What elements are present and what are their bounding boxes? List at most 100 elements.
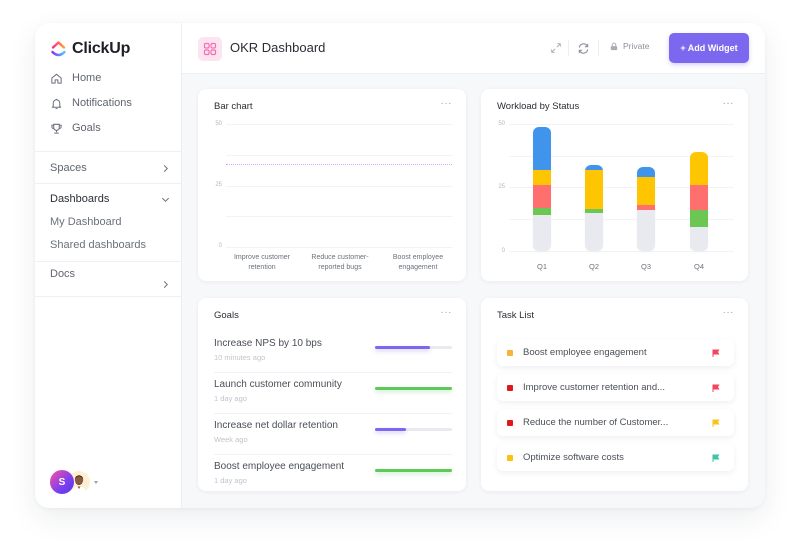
expand-button[interactable] bbox=[549, 41, 563, 55]
grid-line bbox=[509, 187, 734, 188]
refresh-button[interactable] bbox=[576, 41, 590, 55]
clickup-logo[interactable]: ClickUp bbox=[51, 38, 130, 60]
dashboards-label: Dashboards bbox=[50, 193, 110, 205]
y-tick: 25 bbox=[498, 184, 505, 190]
bar-segment-green bbox=[533, 207, 551, 216]
bar-segment-yellow bbox=[690, 151, 708, 185]
page-title: OKR Dashboard bbox=[230, 40, 326, 55]
bar-segment-blue bbox=[637, 167, 655, 178]
privacy-toggle[interactable]: Private bbox=[610, 41, 649, 51]
y-tick: 50 bbox=[215, 121, 222, 127]
sidebar-item-label: Goals bbox=[72, 122, 101, 134]
dashboard-icon bbox=[198, 37, 222, 61]
task-row[interactable]: Boost employee engagement bbox=[497, 339, 734, 366]
widget-title: Workload by Status bbox=[497, 101, 580, 112]
task-row[interactable]: Improve customer retention and... bbox=[497, 374, 734, 401]
task-row[interactable]: Reduce the number of Customer... bbox=[497, 409, 734, 436]
chevron-right-icon bbox=[163, 164, 169, 172]
goal-progress-bar bbox=[375, 469, 452, 472]
goal-timestamp: 1 day ago bbox=[214, 476, 247, 485]
goal-timestamp: 1 day ago bbox=[214, 394, 247, 403]
grid-line bbox=[226, 247, 452, 248]
goal-timestamp: 10 minutes ago bbox=[214, 353, 266, 362]
grid-line bbox=[509, 156, 734, 157]
clickup-logo-icon bbox=[51, 41, 66, 57]
target-line bbox=[226, 164, 452, 165]
x-label: Q3 bbox=[640, 262, 651, 271]
bar-segment-gray bbox=[637, 210, 655, 251]
grid-line bbox=[226, 155, 452, 156]
sidebar: ClickUp Home Notifications Goals Spaces bbox=[35, 23, 182, 508]
divider bbox=[598, 40, 599, 56]
divider bbox=[568, 40, 569, 56]
priority-flag-icon[interactable] bbox=[712, 419, 720, 427]
more-options-button[interactable]: ··· bbox=[722, 307, 734, 318]
more-options-button[interactable]: ··· bbox=[722, 98, 734, 109]
bar-chart-widget: Bar chart ··· 50 25 0 Improve customer r… bbox=[198, 89, 466, 281]
priority-flag-icon[interactable] bbox=[712, 349, 720, 357]
task-row[interactable]: Optimize software costs bbox=[497, 444, 734, 471]
goal-progress-bar bbox=[375, 428, 452, 431]
spaces-label: Spaces bbox=[50, 162, 87, 174]
dashboards-section: Dashboards My Dashboard Shared dashboard… bbox=[35, 183, 182, 261]
sidebar-item-goals[interactable]: Goals bbox=[50, 118, 101, 138]
goal-name: Boost employee engagement bbox=[214, 461, 345, 472]
sidebar-item-spaces[interactable]: Spaces bbox=[50, 159, 170, 177]
stacked-bar-q3[interactable] bbox=[637, 167, 655, 251]
priority-flag-icon[interactable] bbox=[712, 384, 720, 392]
bar-segment-green bbox=[690, 210, 708, 227]
sidebar-item-home[interactable]: Home bbox=[50, 68, 101, 88]
sidebar-item-label: Home bbox=[72, 72, 102, 84]
sidebar-item-label: Notifications bbox=[72, 97, 132, 109]
goal-row[interactable]: Increase NPS by 10 bps 10 minutes ago bbox=[214, 332, 452, 373]
docs-section: Docs bbox=[35, 261, 182, 297]
bar-segment-red bbox=[637, 205, 655, 211]
sidebar-item-shared-dashboards[interactable]: Shared dashboards bbox=[50, 239, 147, 251]
grid-line bbox=[226, 124, 452, 125]
goal-row[interactable]: Launch customer community 1 day ago bbox=[214, 373, 452, 414]
grid-line bbox=[509, 251, 734, 252]
sidebar-item-docs[interactable]: Docs bbox=[50, 268, 170, 296]
y-tick: 25 bbox=[215, 182, 222, 188]
bell-icon bbox=[50, 97, 63, 110]
x-label: Boost employee engagement bbox=[392, 254, 444, 271]
stacked-bar-q4[interactable] bbox=[690, 151, 708, 251]
stacked-bar-q1[interactable] bbox=[533, 126, 551, 251]
bar-segment-gray bbox=[585, 212, 603, 251]
add-widget-button[interactable]: + Add Widget bbox=[669, 33, 749, 63]
goal-progress-fill bbox=[375, 346, 431, 349]
bar-segment-yellow bbox=[637, 177, 655, 206]
bar-segment-blue bbox=[585, 164, 603, 170]
goal-progress-bar bbox=[375, 346, 452, 349]
bar-segment-gray bbox=[690, 226, 708, 251]
private-label: Private bbox=[623, 41, 650, 51]
task-name: Optimize software costs bbox=[523, 452, 624, 463]
widget-title: Bar chart bbox=[214, 101, 253, 112]
stacked-bar-q2[interactable] bbox=[585, 164, 603, 251]
task-name: Boost employee engagement bbox=[523, 347, 647, 358]
brand-name: ClickUp bbox=[72, 40, 131, 57]
grid-line bbox=[509, 124, 734, 125]
status-indicator bbox=[507, 384, 513, 391]
status-indicator bbox=[507, 349, 513, 356]
goal-row[interactable]: Increase net dollar retention Week ago bbox=[214, 414, 452, 455]
x-label: Q1 bbox=[536, 262, 547, 271]
more-options-button[interactable]: ··· bbox=[440, 98, 452, 109]
sidebar-item-notifications[interactable]: Notifications bbox=[50, 93, 132, 113]
priority-flag-icon[interactable] bbox=[712, 454, 720, 462]
goal-progress-fill bbox=[375, 428, 406, 431]
grid-line bbox=[226, 216, 452, 217]
user-menu[interactable]: S bbox=[50, 470, 98, 494]
more-options-button[interactable]: ··· bbox=[440, 307, 452, 318]
avatar-workspace: S bbox=[50, 470, 74, 494]
sidebar-item-my-dashboard[interactable]: My Dashboard bbox=[50, 216, 122, 228]
goal-name: Increase net dollar retention bbox=[214, 420, 338, 431]
grid-line bbox=[226, 186, 452, 187]
task-name: Improve customer retention and... bbox=[523, 382, 666, 393]
chevron-right-icon bbox=[163, 280, 169, 289]
bar-segment-yellow bbox=[585, 169, 603, 210]
sidebar-item-dashboards[interactable]: Dashboards bbox=[50, 190, 170, 208]
goal-row[interactable]: Boost employee engagement 1 day ago bbox=[214, 455, 452, 496]
trophy-icon bbox=[50, 122, 63, 135]
app-window: ClickUp Home Notifications Goals Spaces bbox=[35, 23, 765, 508]
